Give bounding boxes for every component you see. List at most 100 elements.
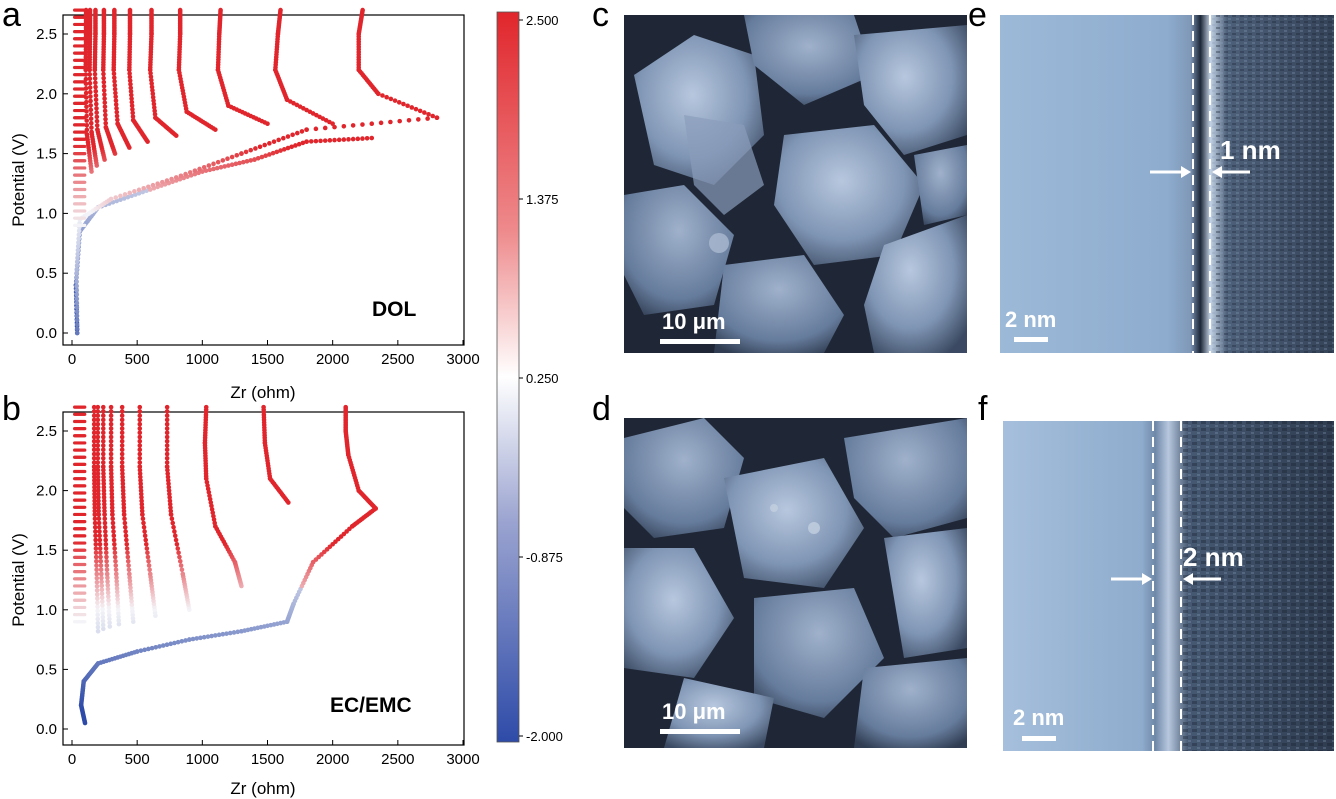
data-point [95,464,101,470]
data-point [95,488,101,493]
panel-label-f: f [978,390,988,428]
data-point [119,451,125,457]
data-point [360,122,365,127]
x-tick-label: 1500 [251,351,284,368]
data-point [233,161,239,167]
data-point [74,267,80,272]
data-point [108,426,114,431]
data-point [153,644,159,650]
data-point [229,162,235,168]
data-point [83,620,87,624]
data-point [83,116,87,120]
data-point [93,537,98,543]
data-point [248,158,254,163]
data-point [350,123,356,128]
data-point [111,71,117,77]
data-point [103,529,108,534]
data-point [207,167,213,173]
data-point [92,488,97,493]
data-point [113,563,119,568]
data-point [100,451,106,457]
data-point [91,474,97,480]
data-point [174,541,180,547]
x-tick-label: 0 [68,751,76,768]
data-point [93,554,99,560]
data-point [103,124,109,130]
data-point [101,71,106,77]
data-point [109,484,114,490]
data-point [108,430,114,436]
data-point [93,7,98,13]
data-point [114,198,119,204]
data-point [100,421,106,427]
data-point [146,558,151,564]
data-point [130,110,135,116]
data-point [209,503,214,509]
data-point [99,591,105,596]
data-point [165,471,171,476]
data-point [74,322,80,327]
data-series [74,115,440,336]
data-point [83,123,87,127]
data-point [285,145,291,151]
data-point [102,508,107,514]
data-point [95,404,101,410]
data-point [94,114,100,120]
data-point [93,84,98,90]
data-point [108,464,114,470]
data-point [206,490,212,495]
data-point [137,467,143,473]
data-point [115,603,121,609]
data-point [140,516,146,521]
data-point [100,438,106,444]
data-point [101,467,106,473]
data-point [91,443,97,448]
data-point [88,112,94,117]
data-point [83,591,87,595]
data-point [83,8,87,12]
data-point [171,524,176,530]
data-point [116,614,121,620]
data-point [227,630,233,636]
data-point [119,455,125,461]
data-point [369,121,375,126]
data-point [91,434,97,440]
data-point [274,149,280,155]
data-series [343,404,378,511]
data-point [137,426,143,431]
data-point [74,275,79,280]
data-point [392,98,398,103]
data-point [226,163,231,168]
colorbar-tick-label: -2.000 [526,729,563,744]
data-point [147,571,153,577]
data-point [231,630,237,635]
data-point [101,83,107,89]
data-series [273,7,335,126]
data-point [313,126,319,132]
data-point [102,100,108,105]
data-point [139,505,145,510]
data-point [103,112,108,118]
data-point [103,541,109,547]
data-point [139,495,144,500]
data-point [95,438,101,444]
data-point [83,223,87,227]
data-point [167,491,172,497]
chart-b-marks [73,404,378,726]
data-point [100,443,106,448]
data-point [83,51,87,55]
data-point [127,71,132,76]
data-point [100,417,106,423]
data-point [107,620,112,626]
data-point [108,471,114,476]
data-point [113,98,119,103]
data-point [83,448,87,452]
y-tick-label: 2.0 [36,86,57,103]
data-point [105,582,111,588]
data-point [122,520,128,526]
data-point [95,443,101,448]
data-point [83,419,87,424]
data-point [281,147,287,152]
data-point [213,633,218,638]
data-point [94,123,100,128]
